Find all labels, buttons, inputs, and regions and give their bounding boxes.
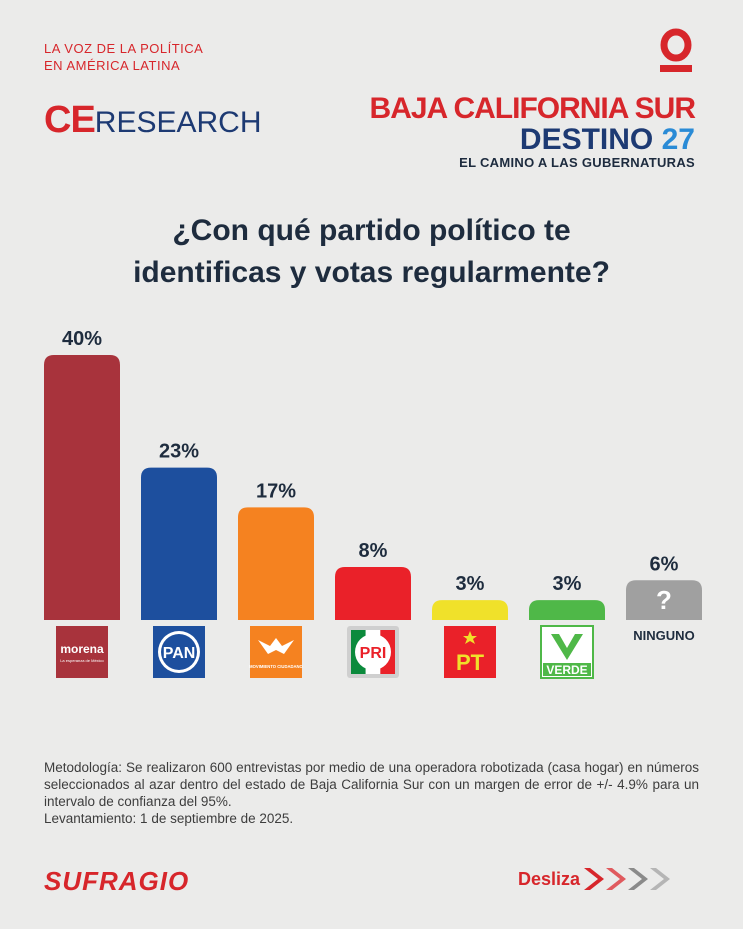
ce-research-logo: CERESEARCH <box>44 98 262 145</box>
data-label-1: 40% <box>62 328 102 350</box>
morena-logo-text: morena <box>60 642 104 656</box>
mc-logo-text: MOVIMIENTO CIUDADANO <box>249 664 303 669</box>
data-label-2: 23% <box>159 441 199 463</box>
question-mark-icon: ? <box>656 585 672 615</box>
methodology-text: Metodología: Se realizaron 600 entrevist… <box>44 760 699 809</box>
morena-logo-sub: La esperanza de México <box>60 658 104 663</box>
destino-number: 27 <box>661 123 695 156</box>
data-label-4: 8% <box>359 540 388 562</box>
bar-chart: 40% 23% 17% 8% 3% 3% 6% morena La esperanza de M… <box>44 328 702 679</box>
pan-logo-text: PAN <box>163 645 196 662</box>
data-label-5: 3% <box>456 573 485 595</box>
tagline-line-2: EN AMÉRICA LATINA <box>44 58 181 73</box>
ce-logo-suffix: RESEARCH <box>94 106 262 139</box>
toucan-icon <box>551 634 583 660</box>
methodology-note: Metodología: Se realizaron 600 entrevist… <box>44 759 699 827</box>
eagle-icon <box>258 638 294 654</box>
bar-2 <box>141 467 217 620</box>
movimiento-ciudadano-logo: MOVIMIENTO CIUDADANO <box>249 626 304 678</box>
chevron-right-icon <box>584 864 674 894</box>
campaign-header: BAJA CALIFORNIA SUR DESTINO 27 EL CAMINO… <box>369 92 696 171</box>
sufragio-logo: SUFRAGIO <box>44 866 190 896</box>
bar-5 <box>432 600 508 620</box>
bar-3 <box>238 507 314 620</box>
tagline-line-1: LA VOZ DE LA POLÍTICA <box>44 41 204 56</box>
ninguno-label: NINGUNO <box>633 628 694 643</box>
question-line-2: identificas y votas regularmente? <box>133 256 610 289</box>
pt-logo-text: PT <box>456 650 485 675</box>
verde-logo-text: VERDE <box>546 663 587 677</box>
tagline: LA VOZ DE LA POLÍTICA EN AMÉRICA LATINA <box>44 40 203 74</box>
star-icon <box>463 631 477 644</box>
bar-7 <box>626 580 702 620</box>
destino-word: DESTINO <box>519 123 654 156</box>
bar-6 <box>529 600 605 620</box>
data-label-3: 17% <box>256 480 296 502</box>
destino-title: DESTINO 27 <box>370 125 695 155</box>
pt-logo: PT <box>444 626 496 678</box>
swipe-label: Desliza <box>518 868 581 889</box>
question-line-1: ¿Con qué partido político te <box>172 214 571 247</box>
campaign-subtitle: EL CAMINO A LAS GUBERNATURAS <box>459 155 695 170</box>
state-title: BAJA CALIFORNIA SUR <box>369 92 696 125</box>
bar-4 <box>335 567 411 620</box>
verde-logo: VERDE <box>540 625 594 679</box>
swipe-button[interactable]: Desliza <box>518 862 674 896</box>
data-label-6: 3% <box>553 573 582 595</box>
morena-logo: morena La esperanza de México <box>56 626 108 678</box>
ce-logo-prefix: CE <box>44 99 96 141</box>
circle-logo-icon <box>660 28 692 72</box>
pri-logo: PRI <box>347 626 399 678</box>
pan-logo: PAN <box>153 626 205 678</box>
data-label-7: 6% <box>650 553 679 575</box>
bar-1 <box>44 355 120 620</box>
methodology-date: Levantamiento: 1 de septiembre de 2025. <box>44 811 294 826</box>
pri-logo-text: PRI <box>360 645 387 662</box>
question-title: ¿Con qué partido político te identificas… <box>0 210 743 294</box>
